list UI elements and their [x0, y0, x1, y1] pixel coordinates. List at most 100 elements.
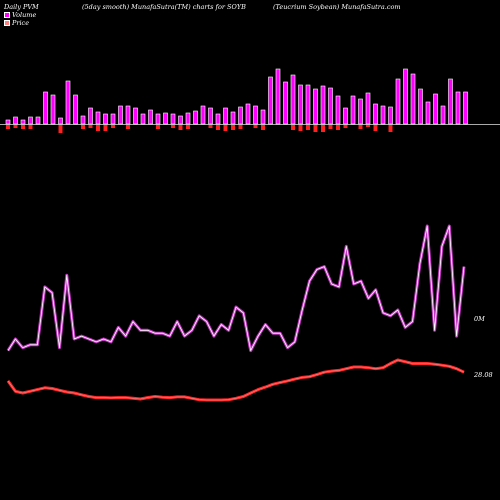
pvm-down-bar: [28, 125, 33, 129]
pvm-up-bar: [343, 107, 348, 125]
pvm-down-bar: [321, 125, 325, 132]
pvm-up-bar: [103, 113, 108, 125]
pvm-up-bar: [395, 78, 401, 125]
pvm-down-bar: [126, 125, 130, 129]
pvm-down-bar: [186, 125, 190, 129]
pvm-up-bar: [433, 93, 438, 125]
pvm-up-bar: [245, 103, 251, 125]
pvm-down-bar: [13, 125, 18, 128]
pvm-down-bar: [178, 125, 183, 130]
pvm-down-bar: [208, 125, 213, 128]
pvm-up-bar: [110, 113, 116, 125]
pvm-up-bar: [185, 112, 191, 125]
pvm-up-bar: [283, 81, 288, 125]
pvm-down-bar: [88, 125, 93, 128]
legend-price-swatch: [4, 20, 10, 26]
pvm-up-bar: [28, 116, 33, 125]
pvm-up-bar: [200, 105, 206, 125]
chart-header-source: (Teucrium Soybean) MunafaSutra.com: [273, 3, 401, 11]
legend-volume: Volume: [4, 11, 36, 19]
pvm-down-bar: [253, 125, 258, 128]
pvm-down-bar: [58, 125, 63, 133]
pvm-up-bar: [425, 101, 431, 125]
pvm-up-bar: [388, 106, 393, 125]
pvm-up-bar: [155, 113, 161, 125]
pvm-down-bar: [231, 125, 235, 130]
pvm-down-bar: [96, 125, 100, 131]
pvm-up-bar: [230, 111, 236, 125]
pvm-bars: [5, 68, 468, 133]
pvm-up-bar: [268, 76, 273, 125]
pvm-down-bar: [366, 125, 370, 127]
pvm-up-bar: [320, 85, 326, 125]
pvm-up-bar: [125, 105, 131, 125]
pvm-up-bar: [290, 74, 296, 125]
pvm-down-bar: [291, 125, 295, 130]
pvm-down-bar: [358, 125, 363, 129]
pvm-down-bar: [388, 125, 393, 132]
chart-header-title: (5day smooth) MunafaSutra(TM) charts for…: [82, 3, 246, 11]
pvm-up-bar: [170, 113, 176, 125]
pvm-down-bar: [81, 125, 85, 129]
pvm-down-bar: [313, 125, 318, 132]
pvm-up-bar: [140, 113, 146, 125]
pvm-up-bar: [298, 84, 303, 125]
legend-volume-label: Volume: [12, 11, 37, 19]
pvm-down-bar: [111, 125, 115, 128]
pvm-up-bar: [193, 110, 198, 125]
pvm-up-bar: [163, 112, 168, 125]
pvm-up-bar: [275, 68, 281, 125]
pvm-down-bar: [103, 125, 108, 131]
pvm-up-bar: [358, 98, 363, 125]
pvm-up-bar: [313, 88, 318, 125]
pvm-down-bar: [298, 125, 303, 131]
pvm-up-bar: [5, 119, 11, 125]
pvm-down-bar: [306, 125, 310, 130]
price-last-label: 28.08: [473, 371, 493, 379]
legend-price-label: Price: [12, 19, 30, 27]
pvm-up-bar: [95, 111, 101, 125]
pvm-down-bar: [156, 125, 160, 129]
price-series: [6, 358, 465, 402]
pvm-up-bar: [88, 107, 93, 125]
pvm-down-bar: [343, 125, 348, 128]
pvm-up-bar: [13, 116, 18, 125]
legend-price: Price: [4, 19, 29, 27]
pvm-up-bar: [410, 73, 416, 125]
pvm-up-bar: [260, 109, 266, 125]
pvm-down-bar: [373, 125, 378, 131]
pvm-up-bar: [50, 94, 56, 125]
pvm-down-bar: [328, 125, 333, 129]
pvm-up-bar: [253, 105, 258, 125]
pvm-up-bar: [335, 95, 341, 125]
pvm-down-bar: [238, 125, 243, 129]
pvm-down-bar: [261, 125, 265, 130]
pvm-up-bar: [463, 91, 468, 125]
pvm-down-bar: [6, 125, 10, 129]
pvm-up-bar: [215, 113, 221, 125]
chart-header-left: Daily PVM: [4, 3, 39, 11]
pvm-down-bar: [223, 125, 228, 131]
volume-line: [6, 224, 466, 353]
pvm-up-bar: [380, 105, 386, 125]
pvm-up-bar: [440, 105, 446, 125]
pvm-up-bar: [35, 116, 41, 125]
pvm-down-bar: [21, 125, 25, 129]
pvm-up-bar: [118, 105, 123, 125]
pvm-up-bar: [58, 117, 63, 125]
pvm-up-bar: [328, 87, 333, 125]
volume-last-label: 0M: [474, 315, 485, 323]
pvm-up-bar: [403, 68, 408, 125]
pvm-up-bar: [133, 107, 138, 125]
pvm-up-bar: [365, 92, 371, 125]
pvm-up-bar: [73, 94, 78, 125]
pvm-up-bar: [418, 88, 423, 125]
pvm-up-bar: [455, 91, 461, 125]
pvm-down-bar: [171, 125, 175, 128]
pvm-up-bar: [80, 115, 86, 125]
volume-series: [6, 224, 466, 353]
volume-line-highlight: [7, 225, 465, 352]
pvm-up-bar: [178, 115, 183, 125]
pvm-up-bar: [65, 80, 71, 125]
